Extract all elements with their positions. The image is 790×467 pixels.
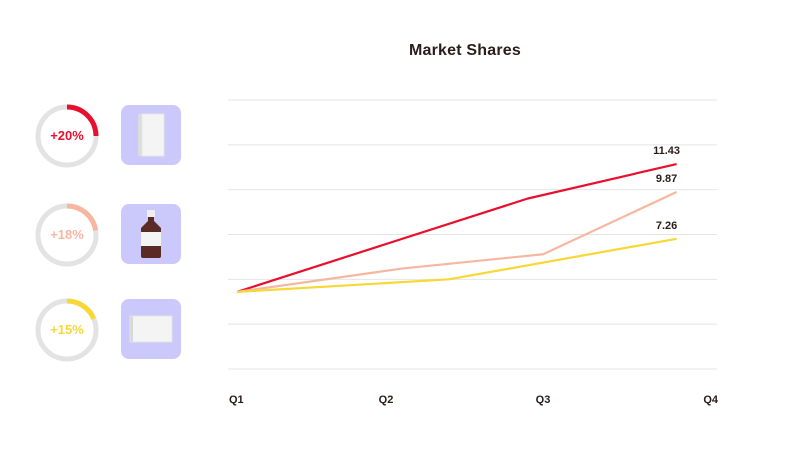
bottle-icon bbox=[141, 210, 161, 258]
chart-title: Market Shares bbox=[409, 42, 521, 59]
product-tile-2 bbox=[121, 204, 181, 264]
series-line-1 bbox=[236, 162, 677, 293]
ring-progress-arc bbox=[66, 104, 99, 137]
progress-ring-1 bbox=[35, 104, 99, 168]
x-tick-label: Q1 bbox=[229, 394, 244, 406]
stat-row-3: +15% bbox=[35, 298, 185, 362]
stat-row-1: +20% bbox=[35, 104, 185, 168]
ring-progress-arc bbox=[66, 203, 99, 231]
x-tick-label: Q4 bbox=[703, 394, 719, 406]
value-label-2: 9.87 bbox=[656, 173, 677, 185]
value-label-1: 11.43 bbox=[653, 145, 680, 157]
growth-label-3: +15% bbox=[50, 322, 84, 337]
chart-grid bbox=[228, 99, 717, 370]
product-tile-3 bbox=[121, 299, 181, 359]
box-icon bbox=[129, 315, 173, 343]
chart-x-ticks: Q1 Q2 Q3 Q4 bbox=[229, 394, 719, 406]
growth-label-1: +20% bbox=[50, 128, 84, 143]
series-line-2 bbox=[236, 191, 678, 293]
product-tile-1 bbox=[121, 105, 181, 165]
chart-value-labels: 11.43 9.87 7.26 bbox=[653, 145, 680, 232]
chart-lines bbox=[236, 162, 678, 293]
progress-ring-2 bbox=[35, 203, 99, 267]
x-tick-label: Q2 bbox=[379, 394, 394, 406]
value-label-3: 7.26 bbox=[656, 220, 677, 232]
ring-progress-arc bbox=[66, 298, 97, 320]
x-tick-label: Q3 bbox=[536, 394, 551, 406]
series-line-3 bbox=[236, 237, 677, 293]
stat-row-2: +18% bbox=[35, 203, 185, 267]
book-icon bbox=[138, 113, 165, 157]
growth-label-2: +18% bbox=[50, 227, 84, 242]
progress-ring-3 bbox=[35, 298, 99, 362]
